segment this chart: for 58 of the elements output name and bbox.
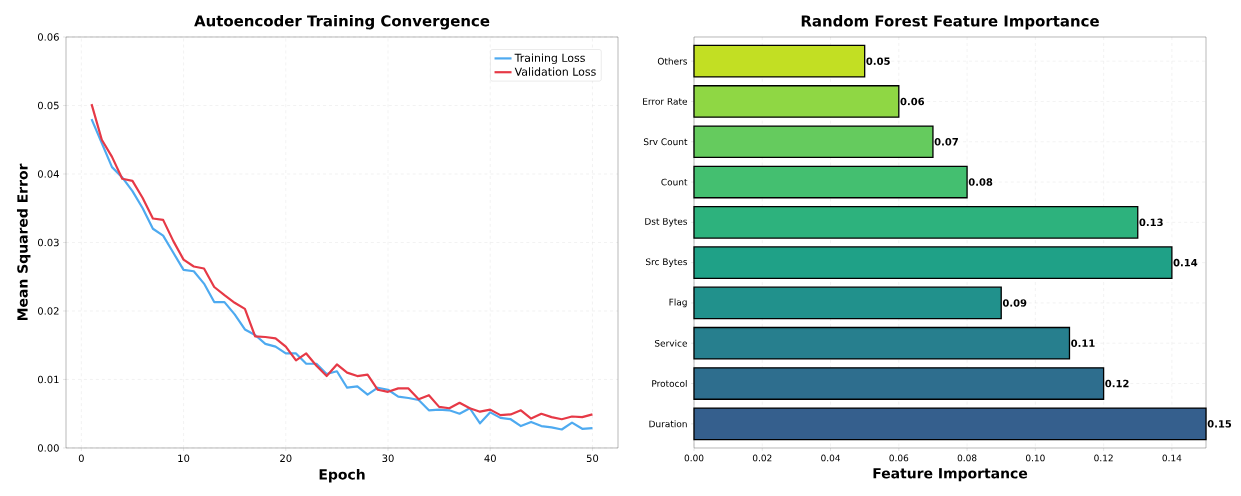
- data-label: 0.13: [1139, 218, 1163, 227]
- y-tick-label: 0.04: [37, 170, 59, 178]
- data-label: 0.08: [968, 178, 993, 186]
- legend-label: Validation Loss: [514, 67, 596, 76]
- data-label: 0.09: [1002, 299, 1027, 307]
- data-label: 0.05: [866, 57, 890, 65]
- bar: [693, 205, 1139, 239]
- y-tick-label: Service: [654, 339, 688, 347]
- data-label: 0.12: [1105, 379, 1129, 388]
- x-tick-label: 0.10: [1025, 454, 1045, 462]
- y-tick-label: Flag: [669, 298, 687, 308]
- y-tick-label: 0.03: [37, 238, 59, 247]
- data-label: 0.06: [900, 97, 925, 106]
- bar: [693, 407, 1207, 441]
- legend-label: Training Loss: [514, 53, 585, 65]
- x-axis-title: Epoch: [319, 468, 365, 483]
- y-tick-label: Others: [657, 57, 688, 65]
- x-tick-label: 0.08: [957, 454, 977, 462]
- y-tick-label: Dst Bytes: [645, 218, 688, 227]
- y-tick-label: Error Rate: [643, 98, 688, 105]
- y-tick-label: Srv Count: [643, 138, 688, 146]
- x-tick-label: 0.14: [1162, 454, 1182, 462]
- y-tick-label: 0.01: [37, 375, 59, 384]
- x-tick-label: 0: [78, 454, 84, 463]
- x-tick-label: 50: [586, 454, 599, 463]
- bar: [693, 326, 1071, 360]
- chart-title: Random Forest Feature Importance: [801, 15, 1099, 30]
- y-tick-label: Duration: [649, 420, 687, 428]
- x-tick-label: 0.02: [752, 454, 772, 462]
- x-tick-label: 30: [382, 454, 394, 463]
- y-tick-label: 0.05: [37, 101, 59, 110]
- bar: [693, 85, 900, 118]
- y-tick-label: Count: [661, 178, 688, 186]
- y-tick-label: Protocol: [652, 380, 687, 387]
- bar: [693, 286, 1002, 320]
- data-label: 0.14: [1173, 258, 1198, 267]
- x-tick-label: 0.04: [821, 454, 841, 462]
- chart-title: Autoencoder Training Convergence: [194, 14, 490, 30]
- y-tick-label: 0.06: [37, 33, 59, 41]
- x-tick-label: 0.00: [684, 454, 704, 462]
- x-tick-label: 20: [280, 454, 292, 463]
- y-tick-label: 0.00: [37, 444, 59, 452]
- x-tick-label: 0.06: [889, 454, 909, 462]
- y-tick-label: 0.02: [37, 307, 59, 315]
- y-tick-label: Src Bytes: [645, 258, 688, 267]
- bar: [693, 125, 934, 159]
- y-axis-title: Mean Squared Error: [16, 163, 31, 321]
- data-label: 0.07: [934, 137, 958, 146]
- x-tick-label: 40: [484, 454, 496, 463]
- x-tick-label: 0.12: [1094, 454, 1113, 462]
- x-axis-title: Feature Importance: [873, 468, 1028, 482]
- x-tick-label: 10: [178, 454, 190, 463]
- bar: [693, 165, 968, 199]
- bar: [693, 44, 866, 78]
- bar: [693, 246, 1173, 279]
- data-label: 0.11: [1071, 339, 1095, 347]
- bar: [693, 367, 1105, 400]
- data-label: 0.15: [1207, 420, 1232, 428]
